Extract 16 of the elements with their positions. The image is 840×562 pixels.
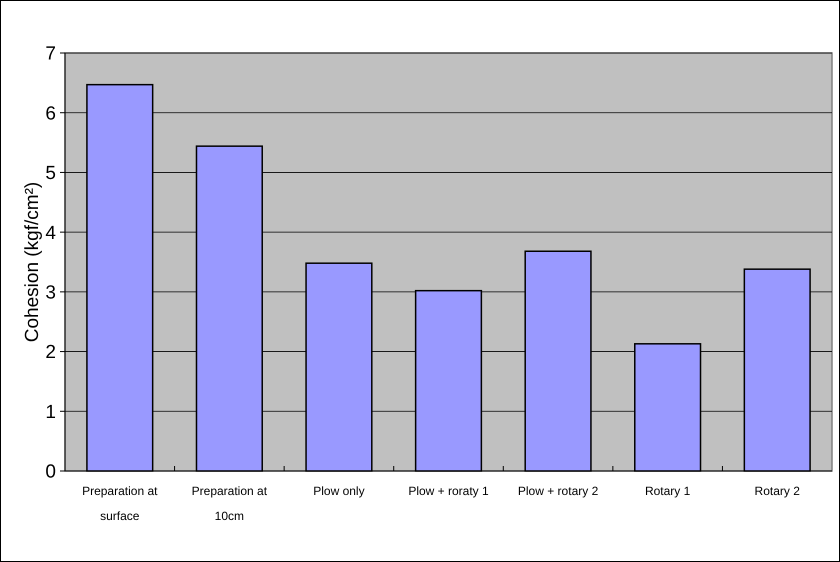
y-tick-label: 4 — [45, 222, 56, 244]
y-axis-title: Cohesion (kgf/cm²) — [22, 182, 43, 342]
y-tick-label: 2 — [45, 342, 56, 364]
y-tick-label: 5 — [45, 163, 56, 184]
x-tick-label: Rotary 1 — [644, 484, 691, 498]
y-tick-label: 3 — [45, 282, 56, 304]
x-tick-label: Preparation at 10cm — [192, 484, 268, 523]
y-tick-label: 0 — [45, 462, 56, 483]
x-tick-label: Plow only — [313, 484, 365, 498]
y-tick-label: 1 — [45, 402, 56, 423]
x-tick-label: Rotary 2 — [754, 484, 800, 498]
y-tick-label: 7 — [45, 44, 56, 65]
x-tick-label: Preparation at surface — [82, 484, 158, 523]
y-tick-label: 6 — [45, 103, 56, 124]
x-tick-label: Plow + roraty 1 — [408, 484, 490, 498]
x-tick-label: Plow + rotary 2 — [518, 484, 599, 498]
